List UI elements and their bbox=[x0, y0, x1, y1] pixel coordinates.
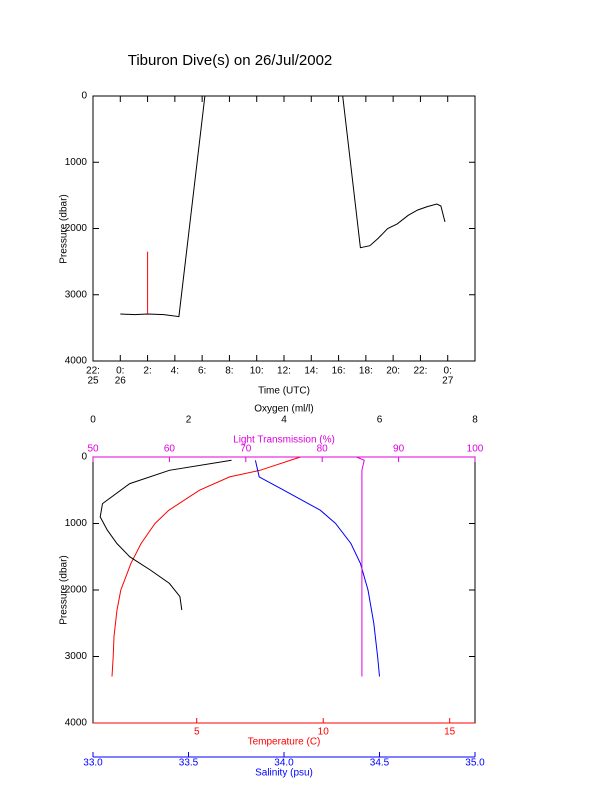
x-tick-date: 25 bbox=[87, 376, 99, 387]
x-tick-label: 0 bbox=[90, 415, 96, 426]
x-axis-label: Salinity (psu) bbox=[255, 768, 313, 779]
y-tick-label: 3000 bbox=[65, 651, 88, 662]
data-line bbox=[356, 456, 365, 677]
chart-title: Tiburon Dive(s) on 26/Jul/2002 bbox=[128, 52, 333, 69]
x-tick-label: 100 bbox=[467, 444, 484, 455]
x-tick-label: 16: bbox=[332, 366, 346, 377]
x-tick-label: 90 bbox=[393, 444, 405, 455]
data-line bbox=[254, 460, 380, 677]
x-tick-label: 4 bbox=[281, 415, 287, 426]
y-tick-label: 1000 bbox=[65, 157, 88, 168]
x-tick-label: 35.0 bbox=[465, 758, 485, 769]
x-tick-label: 70 bbox=[240, 444, 252, 455]
x-tick-date: 26 bbox=[115, 376, 127, 387]
x-tick-label: 10 bbox=[318, 727, 330, 738]
x-tick-label: 20: bbox=[386, 366, 400, 377]
x-tick-label: 0: bbox=[444, 366, 452, 377]
data-line bbox=[120, 95, 446, 318]
y-tick-label: 4000 bbox=[65, 718, 88, 729]
x-tick-label: 33.0 bbox=[83, 758, 103, 769]
data-line bbox=[111, 456, 301, 677]
y-tick-label: 3000 bbox=[65, 289, 88, 300]
x-tick-label: 14: bbox=[304, 366, 318, 377]
plot-frame bbox=[92, 95, 476, 362]
x-tick-label: 33.5 bbox=[179, 758, 199, 769]
plot-frame bbox=[92, 456, 476, 724]
x-tick-label: 2: bbox=[143, 366, 151, 377]
x-tick-label: 5 bbox=[194, 727, 200, 738]
x-axis-label: Temperature (C) bbox=[248, 737, 321, 748]
x-tick-label: 0: bbox=[116, 366, 124, 377]
x-tick-label: 4: bbox=[171, 366, 179, 377]
x-axis-label: Time (UTC) bbox=[258, 386, 310, 397]
x-axis-label: Oxygen (ml/l) bbox=[254, 404, 313, 415]
x-tick-label: 6 bbox=[377, 415, 383, 426]
y-tick-label: 2000 bbox=[65, 585, 88, 596]
x-tick-label: 50 bbox=[87, 444, 99, 455]
y-tick-label: 1000 bbox=[65, 518, 88, 529]
x-tick-label: 22: bbox=[413, 366, 427, 377]
x-tick-label: 18: bbox=[359, 366, 373, 377]
x-tick-label: 60 bbox=[164, 444, 176, 455]
x-tick-label: 12: bbox=[277, 366, 291, 377]
y-tick-label: 0 bbox=[81, 91, 87, 102]
y-tick-label: 2000 bbox=[65, 223, 88, 234]
x-tick-label: 2 bbox=[186, 415, 192, 426]
x-tick-label: 22: bbox=[86, 366, 100, 377]
x-tick-date: 27 bbox=[442, 376, 454, 387]
y-tick-label: 0 bbox=[81, 452, 87, 463]
x-tick-label: 6: bbox=[198, 366, 206, 377]
x-tick-label: 10: bbox=[250, 366, 264, 377]
x-tick-label: 80 bbox=[317, 444, 329, 455]
x-tick-label: 15 bbox=[444, 727, 456, 738]
x-tick-label: 34.5 bbox=[370, 758, 390, 769]
x-tick-label: 34.0 bbox=[274, 758, 294, 769]
x-tick-label: 8 bbox=[472, 415, 478, 426]
x-tick-label: 8: bbox=[225, 366, 233, 377]
y-tick-label: 4000 bbox=[65, 356, 88, 367]
y-axis-label: Pressure (dbar) bbox=[59, 555, 70, 624]
y-axis-label: Pressure (dbar) bbox=[59, 194, 70, 263]
x-axis-label: Light Transmission (%) bbox=[233, 435, 335, 446]
data-line bbox=[99, 459, 232, 611]
